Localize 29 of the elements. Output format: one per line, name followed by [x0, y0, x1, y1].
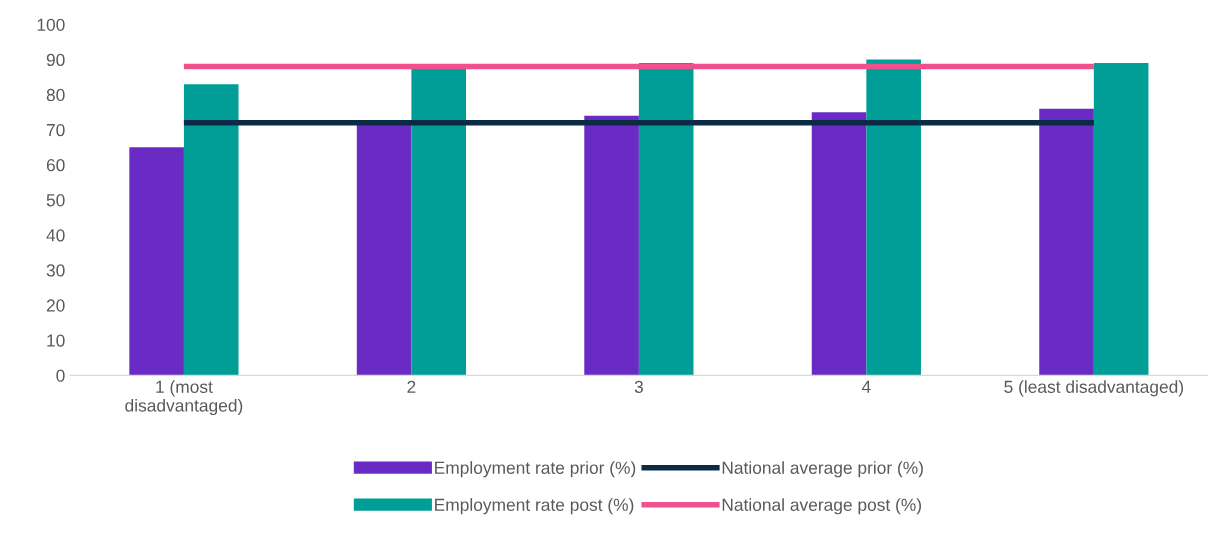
x-tick-label: 3	[634, 380, 643, 393]
x-tick-label: 4	[861, 380, 871, 393]
y-tick-label: 30	[46, 264, 65, 277]
x-tick-label: 2	[407, 380, 416, 393]
y-tick-label: 80	[46, 88, 65, 102]
bar	[584, 115, 639, 376]
x-tick-label: 5 (least disadvantaged)	[1004, 380, 1184, 397]
y-tick-label: 50	[46, 194, 65, 207]
legend-label: National average post (%)	[722, 498, 921, 515]
y-tick-label: 10	[47, 334, 65, 347]
y-tick-label: 70	[46, 123, 65, 137]
y-tick-label: 60	[46, 159, 65, 172]
bar	[866, 59, 921, 376]
bar	[411, 66, 466, 376]
y-tick-label: 40	[46, 229, 65, 242]
y-tick-label: 0	[56, 369, 65, 382]
bar	[1093, 63, 1149, 376]
bar	[183, 84, 239, 376]
legend-label: National average prior (%)	[722, 461, 923, 478]
bar	[129, 147, 184, 376]
legend-label: Employment rate post (%)	[435, 498, 634, 515]
y-tick-label: 20	[46, 299, 65, 312]
bar	[811, 112, 867, 376]
x-tick-label: 1 (most disadvantaged)	[125, 380, 243, 416]
legend-label: Employment rate prior (%)	[435, 461, 636, 478]
bar	[638, 63, 694, 376]
bar	[1039, 108, 1094, 376]
y-tick-label: 90	[46, 53, 65, 67]
y-tick-label: 100	[37, 18, 65, 31]
